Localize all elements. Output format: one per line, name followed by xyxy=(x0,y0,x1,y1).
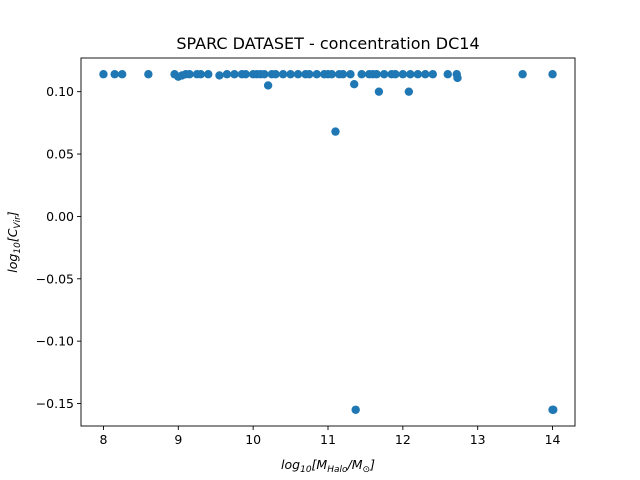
data-point xyxy=(196,70,205,79)
data-point xyxy=(398,70,408,79)
data-point xyxy=(286,70,295,79)
data-point xyxy=(391,70,400,79)
x-tick-label: 11 xyxy=(320,432,336,447)
data-point xyxy=(379,70,389,79)
data-point xyxy=(110,70,119,79)
data-point xyxy=(428,70,437,79)
data-point xyxy=(185,70,194,79)
data-point xyxy=(222,70,232,79)
y-tick-label: −0.15 xyxy=(36,396,74,411)
x-tick-label: 10 xyxy=(245,432,261,447)
data-point xyxy=(305,70,314,79)
y-tick-label: 0.05 xyxy=(46,147,74,162)
data-point xyxy=(312,70,321,79)
data-point xyxy=(406,70,415,79)
x-tick-label: 12 xyxy=(395,432,411,447)
data-point xyxy=(204,70,213,79)
data-point xyxy=(327,70,336,79)
data-point xyxy=(144,70,153,79)
data-point xyxy=(374,87,384,96)
data-point xyxy=(117,70,127,79)
x-tick-label: 9 xyxy=(174,432,182,447)
data-point xyxy=(453,73,462,83)
data-point xyxy=(351,405,360,414)
y-tick-label: −0.05 xyxy=(36,271,74,286)
data-point xyxy=(271,70,280,79)
y-tick-label: 0.10 xyxy=(46,84,74,99)
x-tick-label: 14 xyxy=(545,432,561,447)
data-point xyxy=(413,70,423,79)
plot-frame xyxy=(80,57,576,427)
y-tick-label: 0.00 xyxy=(46,209,74,224)
x-tick-label: 8 xyxy=(99,432,107,447)
data-point xyxy=(548,70,557,79)
y-axis-ticks: −0.15 −0.10 −0.05 0.00 0.05 0.10 xyxy=(36,84,81,411)
data-point xyxy=(357,70,366,79)
chart-title: SPARC DATASET - concentration DC14 xyxy=(176,34,479,53)
data-point xyxy=(293,70,303,79)
data-point xyxy=(241,70,250,79)
data-point xyxy=(372,70,381,79)
data-point xyxy=(260,70,269,79)
y-axis-label: log10[CVir] xyxy=(5,211,23,272)
data-point xyxy=(263,81,273,90)
data-point xyxy=(99,70,108,79)
data-point xyxy=(518,70,527,79)
data-point xyxy=(443,70,452,79)
data-point xyxy=(350,80,359,89)
data-point xyxy=(338,70,348,79)
data-point xyxy=(549,405,558,414)
data-point xyxy=(331,127,340,136)
data-point xyxy=(404,87,414,96)
data-point xyxy=(278,70,288,79)
x-axis-label: log10[MHalo/M⊙] xyxy=(281,457,375,475)
x-axis-ticks: 8 9 10 11 12 13 14 xyxy=(99,426,561,447)
data-point xyxy=(215,71,224,80)
data-point xyxy=(421,70,430,79)
points-layer xyxy=(99,70,558,414)
data-point xyxy=(346,70,355,79)
data-point xyxy=(230,70,239,79)
y-tick-label: −0.10 xyxy=(36,334,74,349)
x-tick-label: 13 xyxy=(470,432,486,447)
